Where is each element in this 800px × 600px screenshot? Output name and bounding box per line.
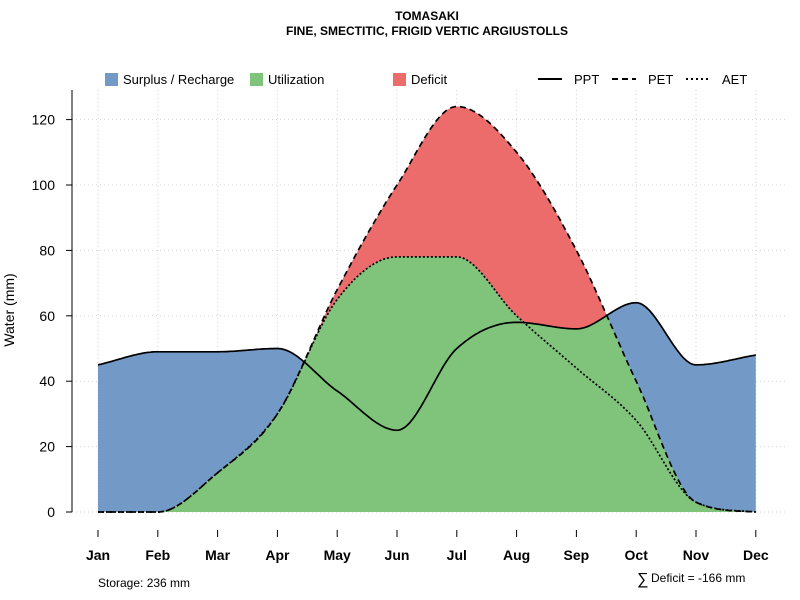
x-tick-label: Mar	[205, 547, 230, 563]
x-tick-label: Jul	[447, 547, 467, 563]
x-tick-label: Nov	[683, 547, 710, 563]
y-tick-label: 80	[39, 242, 55, 258]
y-tick-label: 0	[47, 504, 55, 520]
y-tick-label: 40	[39, 373, 55, 389]
legend-label: PPT	[574, 72, 599, 87]
x-tick-label: May	[324, 547, 351, 563]
aet-line	[98, 256, 756, 513]
x-axis: Jan Feb Mar Apr May Jun Jul Aug Sep Oct Nov Dec	[86, 530, 769, 563]
legend-label: AET	[722, 72, 747, 87]
x-tick-label: Feb	[145, 547, 170, 563]
chart-title: TOMASAKI	[395, 9, 459, 23]
legend-swatch	[393, 73, 406, 86]
legend-label: Utilization	[268, 72, 324, 87]
x-tick-label: Oct	[625, 547, 649, 563]
chart-subtitle: FINE, SMECTITIC, FRIGID VERTIC ARGIUSTOL…	[286, 24, 568, 38]
x-tick-label: Sep	[564, 547, 590, 563]
storage-annotation: Storage: 236 mm	[98, 576, 190, 590]
y-tick-label: 100	[32, 177, 56, 193]
utilization-area	[98, 256, 756, 512]
deficit-area	[98, 106, 756, 512]
ppt-line	[97, 301, 756, 432]
y-axis: 0 20 40 60 80 100 120	[32, 112, 72, 520]
y-tick-label: 120	[32, 112, 56, 128]
y-tick-label: 60	[39, 308, 55, 324]
legend-swatch	[105, 73, 118, 86]
deficit-sum-symbol: ∑	[637, 571, 648, 588]
areas	[98, 106, 756, 512]
deficit-annotation: Deficit = -166 mm	[651, 571, 745, 585]
x-tick-label: Apr	[265, 547, 290, 563]
legend-label: Deficit	[411, 72, 448, 87]
legend: Surplus / Recharge Utilization Deficit PPT P…	[105, 72, 747, 87]
series-lines	[97, 105, 756, 513]
pet-line	[98, 105, 756, 513]
x-tick-label: Jan	[86, 547, 110, 563]
y-tick-label: 20	[39, 439, 55, 455]
x-tick-label: Aug	[503, 547, 530, 563]
x-tick-label: Dec	[743, 547, 769, 563]
legend-label: Surplus / Recharge	[123, 72, 234, 87]
legend-swatch	[250, 73, 263, 86]
x-tick-label: Jun	[385, 547, 410, 563]
legend-label: PET	[648, 72, 673, 87]
y-axis-label: Water (mm)	[1, 273, 17, 346]
